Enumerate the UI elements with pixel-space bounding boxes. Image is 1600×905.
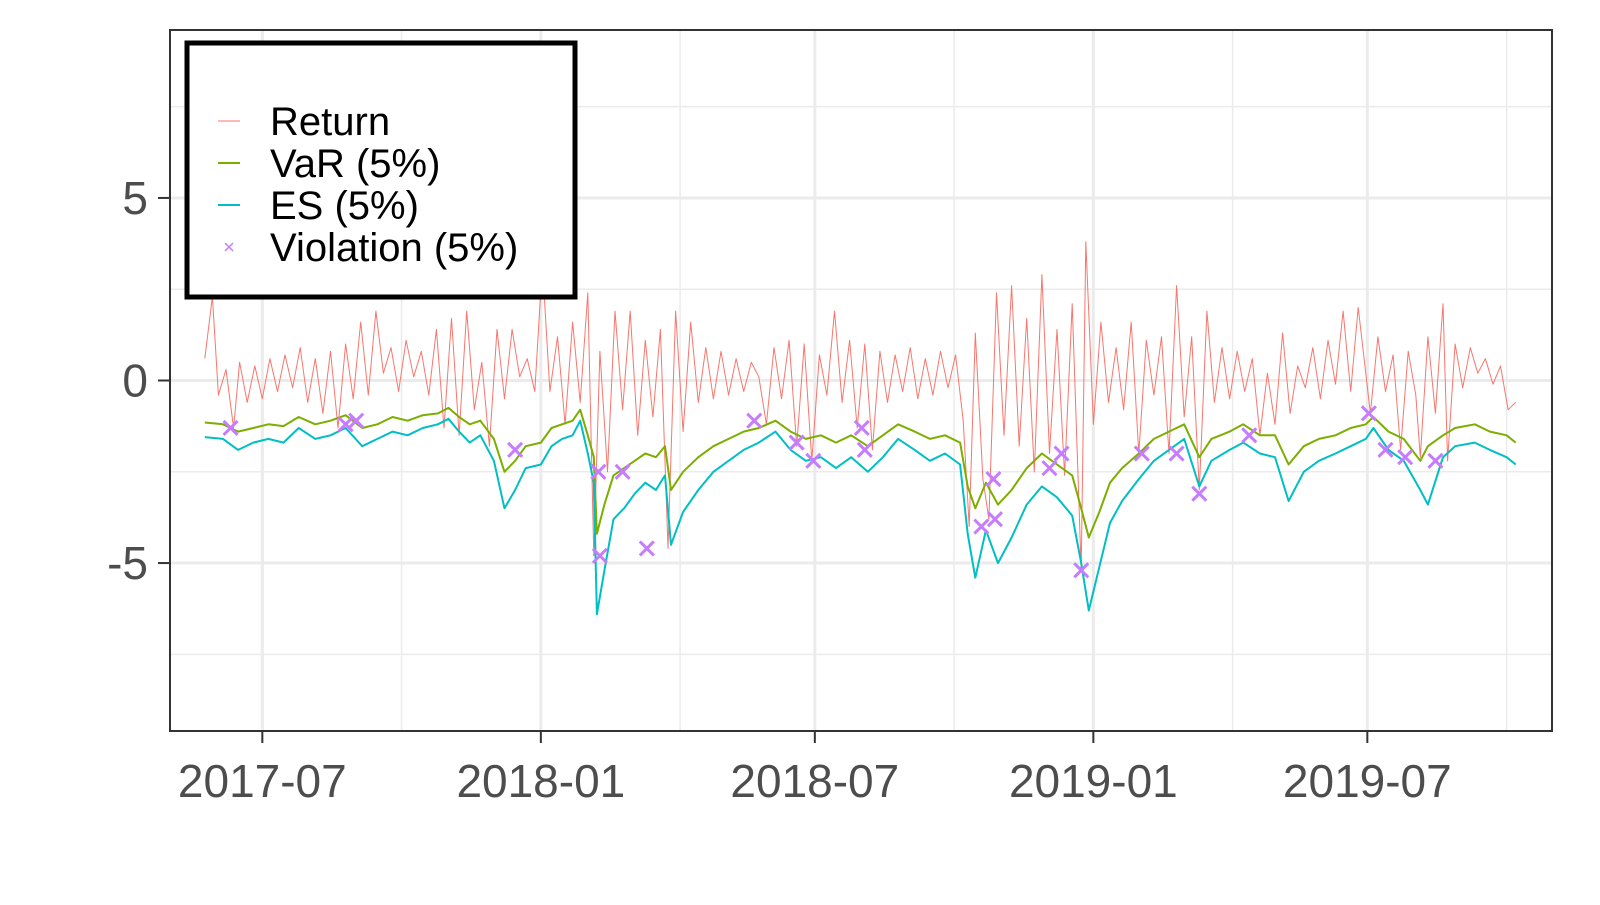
violation-marker <box>222 419 239 437</box>
violation-cross-stroke <box>853 419 870 437</box>
violation-marker <box>1377 441 1394 458</box>
violation-cross-stroke <box>1241 427 1258 444</box>
legend-item-violation: Violation (5%) <box>224 226 518 270</box>
violation-marker <box>746 412 763 429</box>
legend-item-es: ES (5%) <box>218 184 419 228</box>
violation-marker <box>591 547 608 564</box>
violation-cross-stroke <box>591 547 608 564</box>
violation-cross-stroke <box>348 412 365 429</box>
x-tick-label: 2018-01 <box>456 755 625 807</box>
violation-cross-stroke <box>973 518 990 535</box>
violation-marker <box>1191 485 1208 502</box>
violation-marker <box>590 463 607 480</box>
violation-cross-stroke <box>1191 485 1208 502</box>
legend-label: Violation (5%) <box>270 226 518 270</box>
legend-item-var: VaR (5%) <box>218 142 440 186</box>
violation-marker <box>1397 449 1414 466</box>
legend-item-return: Return <box>218 100 390 144</box>
violation-cross-stroke <box>1427 452 1444 469</box>
y-tick-label: 0 <box>122 355 148 407</box>
violation-marker <box>638 540 655 557</box>
y-tick-label: 5 <box>122 172 148 224</box>
violation-marker <box>1427 452 1444 469</box>
violation-cross-stroke <box>746 412 763 429</box>
violation-marker <box>348 412 365 429</box>
violation-marker <box>1168 445 1185 462</box>
violation-marker <box>853 419 870 437</box>
violation-marker <box>1241 427 1258 444</box>
violation-cross-stroke <box>590 463 607 480</box>
violation-cross-stroke <box>638 540 655 557</box>
x-tick-label: 2018-07 <box>730 755 899 807</box>
violation-markers <box>222 405 1444 579</box>
violation-cross-stroke <box>1397 449 1414 466</box>
violation-marker <box>337 416 354 433</box>
violation-cross-stroke <box>856 441 873 458</box>
legend-box <box>184 40 578 300</box>
violation-cross-stroke <box>805 452 822 469</box>
violation-cross-stroke <box>788 434 805 451</box>
x-tick-label: 2019-01 <box>1009 755 1178 807</box>
x-tick-label: 2019-07 <box>1283 755 1452 807</box>
violation-cross-stroke <box>1073 562 1090 579</box>
violation-cross-stroke <box>1053 445 1070 462</box>
violation-marker <box>1073 562 1090 579</box>
legend-label: ES (5%) <box>270 184 419 228</box>
violation-marker <box>985 471 1002 488</box>
series-layer <box>204 241 1517 616</box>
violation-cross-stroke <box>1377 441 1394 458</box>
violation-marker <box>1133 445 1150 462</box>
x-tick-label: 2017-07 <box>178 755 347 807</box>
es-series-line <box>204 417 1517 616</box>
violation-cross-stroke <box>986 511 1004 528</box>
violation-cross-stroke <box>985 471 1002 488</box>
violation-marker <box>1041 460 1058 477</box>
violation-marker <box>788 434 805 451</box>
legend-label: Return <box>270 100 390 144</box>
violation-marker <box>986 511 1004 528</box>
violation-cross-stroke <box>1133 445 1150 462</box>
violation-marker <box>1053 445 1070 462</box>
violation-cross-stroke <box>507 441 524 458</box>
violation-marker <box>507 441 524 458</box>
var-series-line <box>204 406 1517 539</box>
violation-marker <box>856 441 873 458</box>
violation-cross-stroke <box>337 416 354 433</box>
violation-marker <box>1360 405 1377 422</box>
legend-label: VaR (5%) <box>270 142 440 186</box>
violation-cross-stroke <box>1168 445 1185 462</box>
violation-cross-stroke <box>1360 405 1377 422</box>
violation-legend-icon <box>224 242 234 252</box>
violation-cross-stroke <box>222 419 239 437</box>
violation-cross-stroke <box>614 463 631 480</box>
violation-marker <box>614 463 631 480</box>
violation-marker <box>973 518 990 535</box>
violation-marker <box>805 452 822 469</box>
axes: 2017-07 2018-01 2018-07 2019-01 2019-07 5 0 -5 <box>107 172 1452 807</box>
violation-cross-stroke <box>1041 460 1058 477</box>
return-series-line <box>204 241 1517 571</box>
y-tick-label: -5 <box>107 537 148 589</box>
